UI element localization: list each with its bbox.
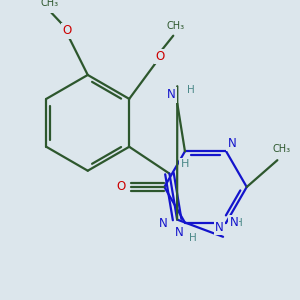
- Text: N: N: [227, 137, 236, 150]
- Text: CH₃: CH₃: [166, 21, 184, 31]
- Text: H: H: [189, 233, 196, 243]
- Text: N: N: [230, 216, 238, 229]
- Text: O: O: [155, 50, 164, 63]
- Text: H: H: [235, 218, 242, 228]
- Text: CH₃: CH₃: [40, 0, 58, 8]
- Text: N: N: [167, 88, 176, 101]
- Text: N: N: [159, 217, 167, 230]
- Text: N: N: [215, 221, 224, 234]
- Text: H: H: [187, 85, 195, 95]
- Text: O: O: [62, 24, 71, 38]
- Text: CH₃: CH₃: [272, 144, 290, 154]
- Text: O: O: [117, 181, 126, 194]
- Text: N: N: [175, 226, 184, 239]
- Text: H: H: [181, 159, 189, 169]
